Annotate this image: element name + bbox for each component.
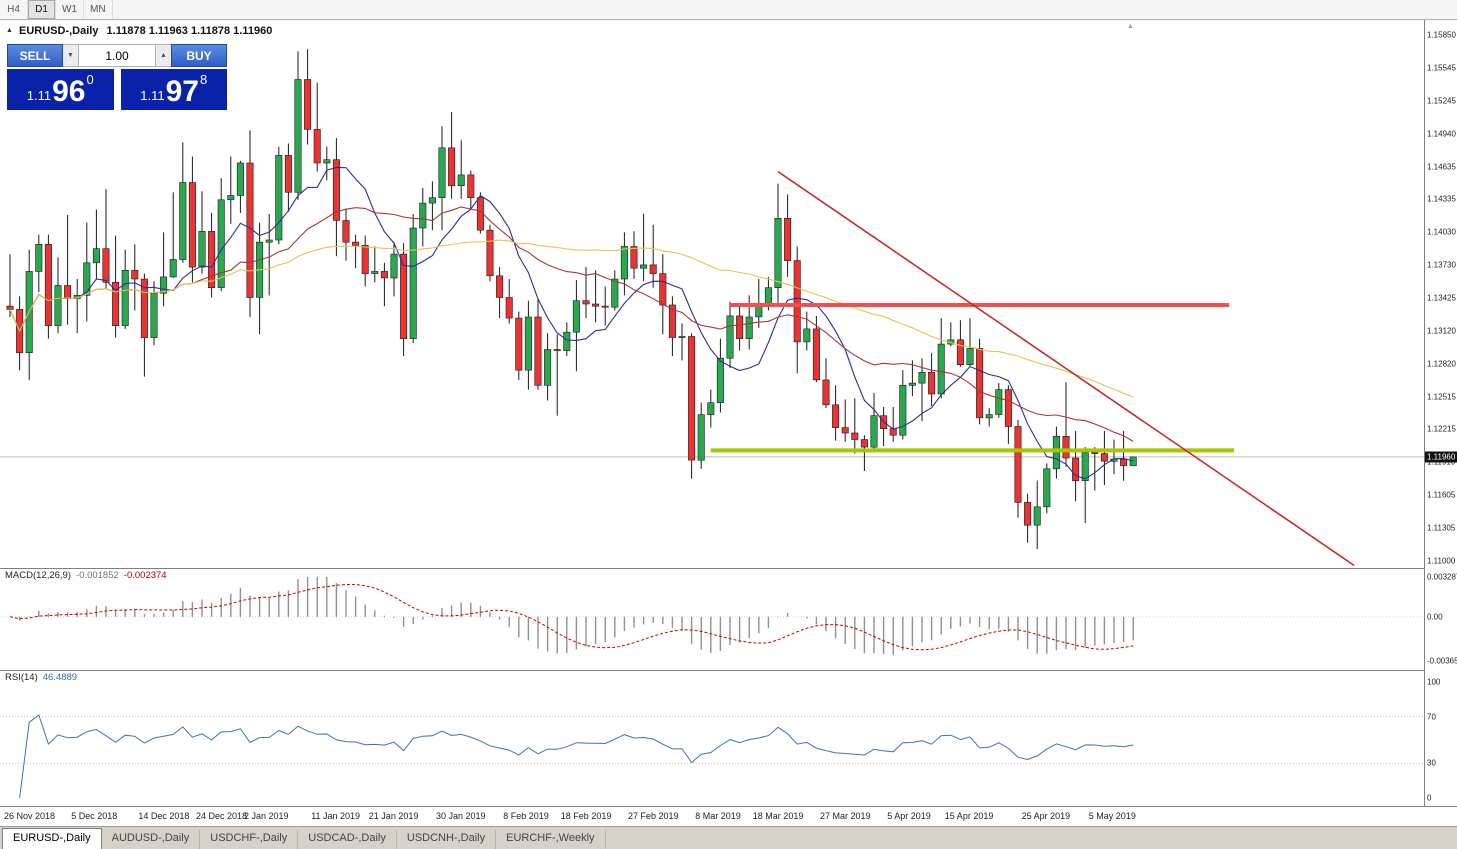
date-label: 14 Dec 2018 [138,811,190,821]
price-tick-label: 1.11605 [1427,490,1456,500]
buy-button[interactable]: BUY [171,44,227,67]
one-click-trading-panel: SELL ▼ ▲ BUY 1.11 96 0 1.11 97 8 [7,44,227,110]
ma-20-line [9,206,1134,442]
timeframe-button-h4[interactable]: H4 [0,0,28,19]
chart-tab-usdcad-daily[interactable]: USDCAD-,Daily [298,830,397,849]
descending-trendline[interactable] [777,171,1355,566]
volume-decrease-icon[interactable]: ▼ [63,44,78,67]
chart-tab-eurusd-daily[interactable]: EURUSD-,Daily [2,828,102,849]
date-label: 24 Dec 2018 [196,811,248,821]
price-tick-label: 1.13730 [1427,260,1456,270]
macd-tick-label: 0.00 [1427,612,1443,622]
sell-price-pipette: 0 [86,72,94,87]
rsi-line [19,714,1134,799]
price-tick-label: 1.15850 [1427,30,1456,40]
buy-price-pipette: 8 [199,72,208,87]
macd-name: MACD(12,26,9) [5,570,71,581]
sell-price-prefix: 1.11 [26,88,52,103]
price-tick-label: 1.14030 [1427,227,1456,237]
rsi-indicator-header: RSI(14) 46.4889 [5,672,77,683]
date-label: 15 Apr 2019 [944,811,994,821]
ohlc-readout: 1.11878 1.11963 1.11878 1.11960 [106,25,273,37]
date-label: 21 Jan 2019 [368,811,419,821]
ma-8-line [9,166,1134,480]
chart-shift-marker-icon[interactable]: ▲ [1127,23,1134,30]
ma-50-line [9,239,1134,398]
chart-tab-eurchf-weekly[interactable]: EURCHF-,Weekly [496,830,606,849]
macd-indicator-header: MACD(12,26,9) -0.001852 -0.002374 [5,570,167,581]
price-tick-label: 1.12515 [1427,392,1456,402]
sell-price-display[interactable]: 1.11 96 0 [7,69,114,110]
buy-price-prefix: 1.11 [140,88,165,103]
timeframe-toolbar: H4 D1 W1 MN [0,0,1457,20]
macd-signal-line [9,583,1134,651]
chart-tab-usdcnh-daily[interactable]: USDCNH-,Daily [397,830,497,849]
rsi-tick-label: 70 [1427,712,1436,722]
buy-price-display[interactable]: 1.11 97 8 [120,69,227,110]
macd-tick-label: 0.003287 [1427,572,1457,582]
chart-tab-audusd-daily[interactable]: AUDUSD-,Daily [102,830,201,849]
price-tick-label: 1.11305 [1427,523,1456,533]
chart-window-title: ▲ EURUSD-,Daily 1.11878 1.11963 1.11878 … [6,25,272,37]
macd-signal-value: -0.002374 [123,570,167,581]
price-tick-label: 1.14635 [1427,162,1456,172]
macd-histogram [18,577,1134,655]
price-tick-label: 1.13120 [1427,326,1456,336]
volume-increase-icon[interactable]: ▲ [156,44,171,67]
date-label: 25 Apr 2019 [1021,811,1071,821]
rsi-tick-label: 30 [1427,758,1436,768]
date-label: 30 Jan 2019 [436,811,486,821]
date-label: 18 Feb 2019 [560,811,612,821]
price-tick-label: 1.12215 [1427,424,1456,434]
volume-input[interactable] [78,44,156,67]
date-label: 27 Mar 2019 [820,811,871,821]
chart-tab-usdchf-daily[interactable]: USDCHF-,Daily [200,830,299,849]
candles-series [6,49,1137,550]
rsi-value: 46.4889 [42,672,78,683]
tick-up-icon: ▲ [6,27,13,34]
sell-price-big-digits: 96 [52,75,86,108]
date-label: 8 Mar 2019 [695,811,741,821]
date-label: 26 Nov 2018 [4,811,56,821]
symbol-period-label: EURUSD-,Daily [19,25,99,37]
rsi-tick-label: 100 [1427,677,1441,687]
macd-tick-label: -0.00365 [1427,656,1457,666]
price-tick-label: 1.14940 [1427,129,1456,139]
macd-main-value: -0.001852 [76,570,119,581]
timeframe-button-w1[interactable]: W1 [56,0,84,19]
buy-price-big-digits: 97 [165,75,199,108]
price-tick-label: 1.11000 [1427,556,1456,566]
rsi-name: RSI(14) [5,672,38,683]
date-label: 11 Jan 2019 [311,811,361,821]
price-tick-label: 1.14335 [1427,194,1456,204]
time-axis[interactable]: 26 Nov 2018 5 Dec 2018 14 Dec 2018 24 Dec 2… [0,806,1457,826]
price-tick-label: 1.12820 [1427,359,1456,369]
chart-tab-bar: EURUSD-,Daily AUDUSD-,Daily USDCHF-,Daily U… [0,826,1457,849]
date-label: 2 Jan 2019 [244,811,289,821]
price-tick-label: 1.15545 [1427,63,1456,73]
sell-button[interactable]: SELL [7,44,63,67]
date-label: 18 Mar 2019 [752,811,804,821]
date-label: 5 May 2019 [1088,811,1136,821]
current-price-tag: 1.11960 [1425,451,1457,463]
price-axis[interactable]: 1.15850 1.15545 1.15245 1.14940 1.14635 1.143… [1424,20,1457,806]
timeframe-button-d1[interactable]: D1 [28,0,56,19]
timeframe-button-mn[interactable]: MN [84,0,113,19]
date-label: 5 Apr 2019 [887,811,931,821]
rsi-tick-label: 0 [1427,793,1432,803]
price-tick-label: 1.13425 [1427,293,1456,303]
date-label: 8 Feb 2019 [503,811,549,821]
date-label: 27 Feb 2019 [628,811,679,821]
date-label: 5 Dec 2018 [71,811,118,821]
chart-canvas[interactable] [0,20,1424,806]
price-tick-label: 1.15245 [1427,96,1456,106]
